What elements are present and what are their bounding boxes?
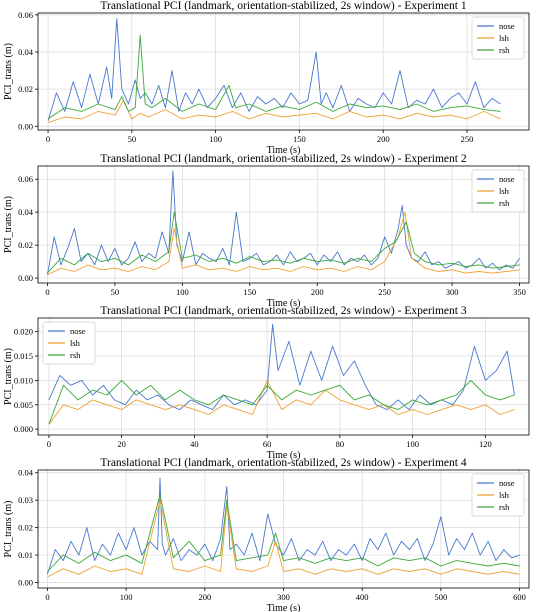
chart-title: Translational PCI (landmark, orientation… (100, 0, 466, 12)
legend-label-lsh: lsh (499, 186, 510, 196)
x-tick-label: 150 (243, 287, 256, 297)
y-axis-label: PCI_trans (m) (3, 348, 14, 405)
plot-frame (37, 12, 530, 131)
chart-title: Translational PCI (landmark, orientation… (100, 153, 466, 165)
x-tick-label: 0 (46, 134, 50, 144)
y-tick-label: 0.015 (14, 351, 33, 361)
x-tick-label: 60 (263, 439, 272, 449)
y-tick-label: 0.02 (18, 523, 33, 533)
legend-frame (471, 473, 525, 517)
x-axis-label: Time (s) (267, 450, 301, 461)
legend: nose lsh rsh (471, 473, 525, 517)
y-tick-label: 0.04 (18, 468, 34, 478)
x-tick-label: 300 (277, 592, 290, 602)
y-tick-label: 0.04 (18, 47, 34, 57)
legend: nose lsh rsh (471, 16, 525, 60)
x-tick-label: 200 (198, 592, 211, 602)
x-tick-label: 600 (513, 592, 526, 602)
plot-frame (37, 165, 530, 284)
x-tick-label: 300 (446, 287, 459, 297)
x-tick-label: 50 (128, 134, 137, 144)
legend-label-rsh: rsh (499, 198, 510, 208)
legend-label-rsh: rsh (499, 45, 510, 55)
series-line-rsh (47, 494, 520, 572)
plot-frame (37, 317, 530, 436)
y-tick-label: 0.04 (18, 207, 34, 217)
y-tick-label: 0.010 (14, 375, 33, 385)
series-line-rsh (47, 211, 520, 274)
y-tick-label: 0.01 (18, 550, 33, 560)
x-tick-label: 40 (190, 439, 199, 449)
series-line-nose (48, 323, 515, 411)
series-line-rsh (48, 379, 515, 425)
x-tick-label: 200 (377, 134, 390, 144)
y-tick-label: 0.00 (18, 121, 33, 131)
legend-frame (42, 321, 96, 365)
x-tick-label: 50 (111, 287, 120, 297)
x-tick-label: 200 (311, 287, 324, 297)
y-axis-label: PCI_trans (m) (3, 196, 14, 253)
legend-frame (471, 169, 525, 213)
y-tick-label: 0.020 (14, 327, 33, 337)
chart-title: Translational PCI (landmark, orientation… (100, 305, 466, 317)
legend-label-nose: nose (70, 326, 86, 336)
y-tick-label: 0.005 (14, 400, 33, 410)
x-tick-label: 20 (117, 439, 126, 449)
x-axis-label: Time (s) (267, 603, 301, 612)
legend-label-nose: nose (499, 21, 515, 31)
y-tick-label: 0.00 (18, 273, 33, 283)
legend-label-lsh: lsh (70, 338, 81, 348)
x-axis-label: Time (s) (267, 298, 301, 309)
legend-label-rsh: rsh (499, 502, 510, 512)
series-line-nose (46, 477, 520, 575)
legend: nose lsh rsh (471, 169, 525, 213)
y-tick-label: 0.03 (18, 495, 33, 505)
y-tick-label: 0.00 (18, 578, 33, 588)
series-line-nose (47, 18, 501, 121)
x-tick-label: 0 (45, 592, 49, 602)
x-tick-label: 250 (378, 287, 391, 297)
x-tick-label: 100 (406, 439, 419, 449)
x-tick-label: 250 (461, 134, 474, 144)
series-line-rsh (47, 34, 501, 120)
legend-label-lsh: lsh (499, 33, 510, 43)
series-line-nose (46, 170, 520, 275)
legend-label-rsh: rsh (70, 350, 81, 360)
series-line-lsh (47, 99, 501, 124)
x-axis-label: Time (s) (267, 145, 301, 156)
x-tick-label: 0 (45, 287, 49, 297)
x-tick-label: 400 (356, 592, 369, 602)
x-tick-label: 350 (513, 287, 526, 297)
x-tick-label: 150 (293, 134, 306, 144)
x-tick-label: 100 (120, 592, 133, 602)
subplot-3: 0 20 40 60 80 100 120 0.000 0.005 0.010 0.015 0.020… (3, 305, 530, 461)
legend-frame (471, 16, 525, 60)
y-tick-label: 0.06 (18, 10, 33, 20)
x-tick-label: 80 (336, 439, 345, 449)
series-line-lsh (48, 379, 515, 425)
y-axis-label: PCI_trans (m) (3, 43, 14, 100)
legend: nose lsh rsh (42, 321, 96, 365)
series-line-lsh (47, 211, 520, 276)
subplot-4: 0 100 200 300 400 500 600 0.00 0.01 0.02 0.03 0.04 T… (3, 457, 530, 612)
series-line-lsh (47, 499, 520, 578)
x-tick-label: 0 (47, 439, 51, 449)
x-tick-label: 100 (209, 134, 222, 144)
y-axis-label: PCI_trans (m) (3, 501, 14, 558)
x-tick-label: 100 (176, 287, 189, 297)
subplot-2: 0 50 100 150 200 250 300 350 0.00 0.02 0.04 0.06 Tra… (3, 153, 530, 309)
legend-label-nose: nose (499, 478, 515, 488)
chart-title: Translational PCI (landmark, orientation… (100, 457, 466, 469)
y-tick-label: 0.000 (14, 424, 33, 434)
y-tick-label: 0.02 (18, 84, 33, 94)
legend-label-nose: nose (499, 174, 515, 184)
subplot-1: 0 50 100 150 200 250 0.00 0.02 0.04 0.06 Translati… (3, 0, 530, 156)
x-tick-label: 120 (479, 439, 492, 449)
x-tick-label: 500 (434, 592, 447, 602)
legend-label-lsh: lsh (499, 490, 510, 500)
y-tick-label: 0.02 (18, 240, 33, 250)
y-tick-label: 0.06 (18, 174, 33, 184)
